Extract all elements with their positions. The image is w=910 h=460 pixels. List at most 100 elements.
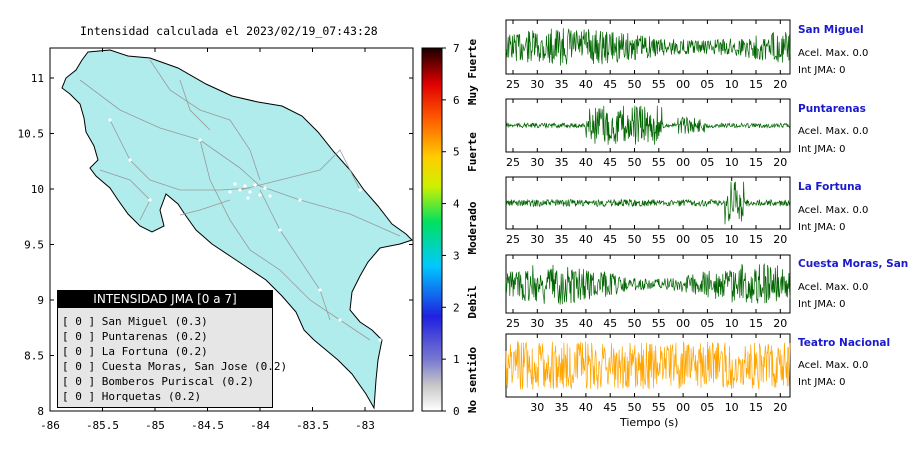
road-line (179, 199, 231, 216)
scale-tick-label: 2 (453, 301, 460, 314)
station-acel: Acel. Max. 0.0 (798, 126, 869, 137)
station-dot (233, 182, 237, 186)
map-title: Intensidad calculada el 2023/02/19_07:43… (80, 24, 378, 38)
y-tick-label: 10 (31, 183, 44, 196)
station-name-la-fortuna: La Fortuna (798, 181, 862, 193)
scale-tick-label: 0 (453, 405, 460, 418)
station-dot (298, 198, 302, 202)
panel-tick-label: 10 (725, 156, 739, 169)
panel-tick-label: 45 (603, 156, 617, 169)
station-dot (228, 190, 232, 194)
panel-tick-label: 40 (579, 317, 593, 330)
station-dot (268, 194, 272, 198)
panel-tick-label: 55 (652, 233, 666, 246)
panel-tick-label: 05 (700, 156, 714, 169)
panel-tick-label: 25 (506, 156, 520, 169)
y-tick-label: 8.5 (24, 350, 44, 363)
y-tick-label: 8 (37, 405, 44, 418)
y-tick-label: 11 (31, 72, 44, 85)
panel-tick-label: 50 (628, 233, 642, 246)
legend-item: [ 0 ] San Miguel (0.3) (62, 315, 208, 328)
panel-tick-label: 40 (579, 156, 593, 169)
road-line (99, 169, 151, 221)
road-line (179, 79, 211, 131)
station-dot (278, 228, 282, 232)
panel-tick-label: 25 (506, 78, 520, 91)
road-line (79, 79, 401, 237)
panel-tick-label: 00 (676, 78, 690, 91)
legend-item: [ 0 ] Bomberos Puriscal (0.2) (62, 375, 255, 388)
scale-category-label: Moderado (466, 201, 479, 254)
panel-tick-label: 10 (725, 233, 739, 246)
panel-tick-label: 35 (555, 78, 569, 91)
scale-tick-label: 5 (453, 146, 460, 159)
panel-tick-label: 30 (530, 233, 544, 246)
legend-item: [ 0 ] Cuesta Moras, San Jose (0.2) (62, 360, 288, 373)
station-acel: Acel. Max. 0.0 (798, 205, 869, 216)
panel-tick-label: 05 (700, 78, 714, 91)
intensity-scale-ticks: 0 1 2 3 4 5 6 7 No sentido Debil Moderado Fuerte Muy… (442, 39, 479, 418)
scale-tick-label: 6 (453, 94, 460, 107)
station-acel: Acel. Max. 0.0 (798, 282, 869, 293)
waveform-trace (505, 28, 791, 66)
panel-tick-label: 15 (749, 317, 763, 330)
waveform-panel: 25 30 35 40 45 50 55 00 05 10 15 20 (505, 254, 791, 330)
x-tick-label: -86 (40, 419, 60, 432)
station-dot (238, 188, 242, 192)
station-dot (358, 188, 362, 192)
station-jma: Int JMA: 0 (798, 299, 846, 310)
scale-category-label: Muy Fuerte (466, 39, 479, 106)
panel-tick-label: 10 (725, 401, 739, 414)
station-dot (198, 138, 202, 142)
station-dot (318, 288, 322, 292)
panel-tick-label: 55 (652, 156, 666, 169)
panel-tick-label: 55 (652, 317, 666, 330)
waveform-panel: 25 30 35 40 45 50 55 00 05 10 15 20 (505, 176, 791, 246)
legend-item: [ 0 ] Puntarenas (0.2) (62, 330, 208, 343)
panel-tick-label: 55 (652, 78, 666, 91)
panel-tick-label: 00 (676, 156, 690, 169)
road-line (259, 189, 331, 321)
road-line (239, 149, 361, 191)
waveform-panels: 25 30 35 40 45 50 55 00 05 10 15 20 25 30 35 40 45 50 55 00… (505, 19, 791, 414)
legend-title: INTENSIDAD JMA [0 a 7] (58, 291, 272, 308)
station-jma: Int JMA: 0 (798, 65, 846, 76)
waveform-panel: 25 30 35 40 45 50 55 00 05 10 15 20 (505, 98, 791, 169)
waveform-trace (505, 181, 791, 225)
panel-tick-label: 40 (579, 401, 593, 414)
waveform-trace (505, 105, 791, 145)
panel-tick-label: 40 (579, 78, 593, 91)
map-axis-ticks: -86 -85.5 -85 -84.5 -84 -83.5 -83 11 10.5 10 9.5 9 8… (18, 48, 413, 432)
station-dot (263, 186, 267, 190)
scale-tick-label: 1 (453, 353, 460, 366)
y-tick-label: 9.5 (24, 239, 44, 252)
legend-item: [ 0 ] La Fortuna (0.2) (62, 345, 208, 358)
panel-tick-label: 05 (700, 401, 714, 414)
panel-tick-label: 00 (676, 317, 690, 330)
panel-tick-label: 25 (506, 233, 520, 246)
panel-tick-label: 00 (676, 401, 690, 414)
legend-item: [ 0 ] Horquetas (0.2) (62, 390, 202, 403)
station-acel: Acel. Max. 0.0 (798, 48, 869, 59)
panel-tick-label: 30 (530, 156, 544, 169)
y-tick-label: 10.5 (18, 128, 45, 141)
panel-tick-label: 50 (628, 78, 642, 91)
map-frame (49, 47, 414, 412)
station-name-puntarenas: Puntarenas (798, 103, 866, 115)
station-jma: Int JMA: 0 (798, 377, 846, 388)
panel-tick-label: 45 (603, 317, 617, 330)
panel-tick-label: 45 (603, 401, 617, 414)
station-dot (243, 184, 247, 188)
map-land (61, 49, 413, 410)
waveform-panel: 25 30 35 40 45 50 55 00 05 10 15 20 (505, 19, 791, 91)
scale-category-label: Fuerte (466, 132, 479, 172)
station-dot (148, 198, 152, 202)
station-dot (248, 190, 252, 194)
panel-tick-label: 30 (530, 78, 544, 91)
scale-tick-label: 4 (453, 198, 460, 211)
station-dot (258, 193, 262, 197)
panel-frame (505, 254, 791, 314)
y-tick-label: 9 (37, 294, 44, 307)
scale-category-label: Debil (466, 285, 479, 318)
